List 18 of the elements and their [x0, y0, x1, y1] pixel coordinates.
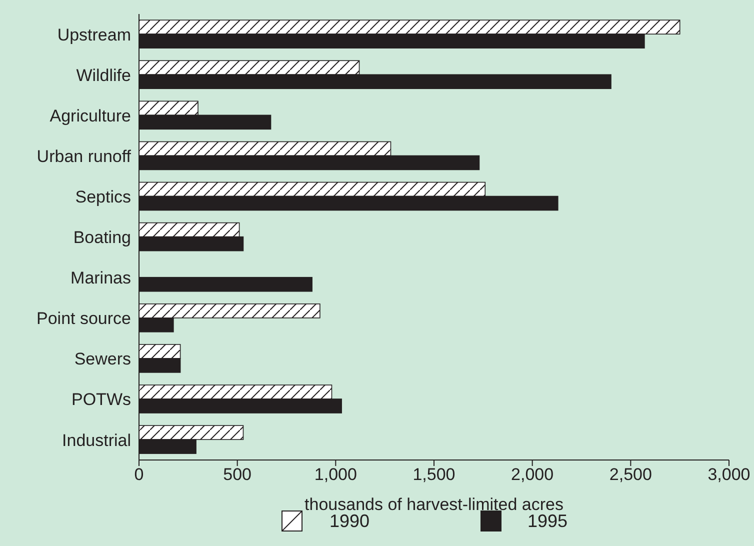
- x-tick-label: 2,000: [511, 465, 554, 484]
- y-tick-label: Septics: [75, 187, 131, 206]
- y-tick-label: Point source: [36, 309, 131, 328]
- y-tick-label: Upstream: [57, 25, 131, 44]
- y-tick-label: Sewers: [74, 350, 131, 369]
- y-tick-label: Urban runoff: [36, 146, 132, 166]
- x-tick-label: 500: [223, 465, 252, 484]
- y-tick-label: POTWs: [72, 390, 131, 410]
- x-tick-label: 2,500: [609, 465, 652, 484]
- x-tick-label: 3,000: [708, 465, 750, 484]
- y-tick-label: Boating: [73, 228, 131, 248]
- x-tick-label: 1,000: [314, 465, 357, 484]
- y-tick-label: Agriculture: [50, 106, 131, 126]
- x-tick-label: 1,500: [412, 465, 456, 484]
- y-tick-label: Industrial: [62, 430, 131, 450]
- y-tick-label: Wildlife: [76, 66, 131, 85]
- x-tick-label: 0: [134, 465, 144, 484]
- y-tick-label: Marinas: [70, 268, 131, 288]
